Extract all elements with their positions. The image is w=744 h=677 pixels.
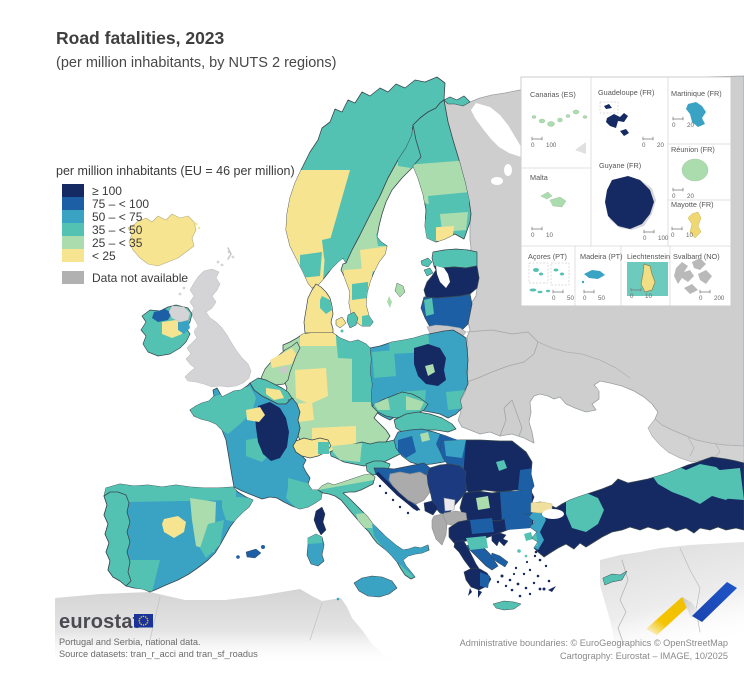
svg-text:Guadeloupe (FR): Guadeloupe (FR) — [598, 88, 654, 97]
svg-text:Portugal and Serbia, national: Portugal and Serbia, national data. — [59, 637, 201, 647]
svg-text:10: 10 — [686, 232, 693, 239]
svg-text:75 – < 100: 75 – < 100 — [92, 197, 149, 211]
svg-text:0: 0 — [671, 232, 675, 239]
svg-text:0: 0 — [583, 295, 587, 302]
svg-text:eurostat: eurostat — [59, 611, 140, 633]
svg-text:0: 0 — [531, 232, 535, 239]
svg-text:0: 0 — [672, 122, 676, 129]
svg-text:35 – < 50: 35 – < 50 — [92, 223, 143, 237]
svg-text:0: 0 — [531, 142, 535, 149]
svg-text:Data not available: Data not available — [92, 271, 188, 285]
svg-text:Road fatalities, 2023: Road fatalities, 2023 — [56, 28, 225, 48]
svg-text:Source datasets: tran_r_acci a: Source datasets: tran_r_acci and tran_sf… — [59, 649, 258, 659]
svg-text:Guyane (FR): Guyane (FR) — [599, 161, 641, 170]
svg-text:≥ 100: ≥ 100 — [92, 184, 122, 198]
svg-text:Malta: Malta — [530, 173, 549, 182]
svg-text:Canarias (ES): Canarias (ES) — [530, 90, 576, 99]
svg-text:100: 100 — [658, 235, 669, 242]
svg-text:(per million inhabitants, by N: (per million inhabitants, by NUTS 2 regi… — [56, 55, 336, 71]
svg-text:50 – < 75: 50 – < 75 — [92, 210, 143, 224]
svg-text:Cartography: Eurostat – IMAGE,: Cartography: Eurostat – IMAGE, 10/2025 — [560, 651, 728, 661]
svg-text:0: 0 — [643, 235, 647, 242]
svg-text:20: 20 — [657, 142, 664, 149]
svg-text:20: 20 — [687, 122, 694, 129]
svg-text:Liechtenstein: Liechtenstein — [627, 252, 670, 261]
svg-text:per million inhabitants (EU =: per million inhabitants (EU = 46 per mil… — [56, 164, 295, 178]
svg-text:100: 100 — [546, 142, 557, 149]
svg-text:0: 0 — [699, 295, 703, 302]
svg-text:0: 0 — [672, 193, 676, 200]
svg-text:Martinique (FR): Martinique (FR) — [671, 89, 722, 98]
svg-text:Administrative boundaries: © E: Administrative boundaries: © EuroGeograp… — [460, 638, 728, 648]
svg-text:Mayotte (FR): Mayotte (FR) — [671, 200, 714, 209]
svg-text:Réunion (FR): Réunion (FR) — [671, 145, 715, 154]
svg-text:0: 0 — [552, 295, 556, 302]
svg-text:50: 50 — [598, 295, 605, 302]
svg-text:10: 10 — [645, 293, 652, 300]
svg-text:25 – < 35: 25 – < 35 — [92, 236, 143, 250]
svg-text:< 25: < 25 — [92, 249, 116, 263]
svg-text:Svalbard (NO): Svalbard (NO) — [673, 252, 720, 261]
svg-text:20: 20 — [687, 193, 694, 200]
svg-text:200: 200 — [714, 295, 725, 302]
svg-text:10: 10 — [546, 232, 553, 239]
svg-text:50: 50 — [567, 295, 574, 302]
svg-text:0: 0 — [630, 293, 634, 300]
svg-text:Açores (PT): Açores (PT) — [528, 252, 567, 261]
svg-text:Madeira (PT): Madeira (PT) — [580, 252, 623, 261]
svg-text:0: 0 — [642, 142, 646, 149]
